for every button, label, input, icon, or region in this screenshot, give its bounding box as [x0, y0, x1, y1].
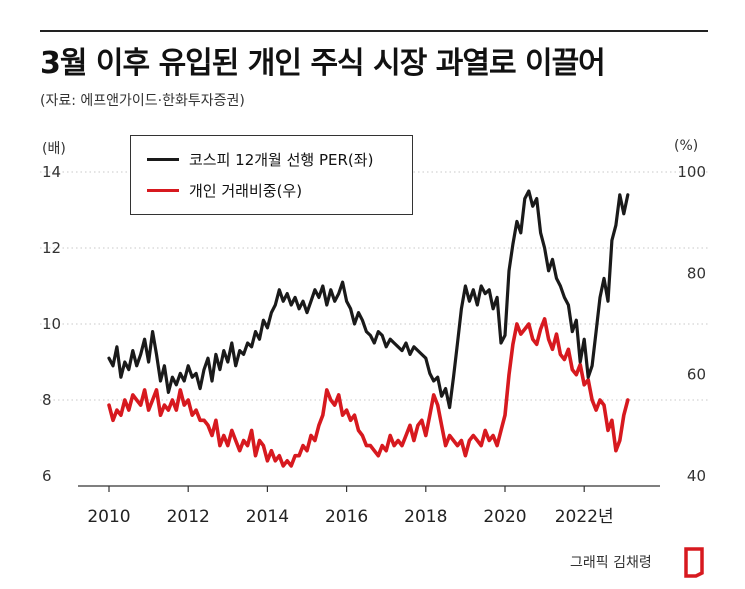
chart-legend: 코스피 12개월 선행 PER(좌) 개인 거래비중(우) [130, 135, 413, 215]
right-tick-label-3: 100 [677, 163, 706, 181]
graphic-credit: 그래픽 김채령 [570, 555, 652, 571]
legend-item-per: 코스피 12개월 선행 PER(좌) [147, 149, 373, 170]
legend-swatch-individual [147, 189, 179, 192]
x-tick-label-2: 2014 [246, 507, 289, 527]
chart-title: 3월 이후 유입된 개인 주식 시장 과열로 이끌어 [40, 46, 606, 81]
x-tick-label-4: 2018 [404, 507, 447, 527]
right-tick-label-1: 60 [687, 366, 706, 384]
x-tick-label-5: 2020 [483, 507, 526, 527]
right-tick-label-0: 40 [687, 467, 706, 485]
x-axis-ticks: 2010 2012 2014 2016 2018 2020 2022년 [87, 486, 614, 527]
left-axis-ticks: 6 8 10 12 14 [42, 163, 61, 485]
right-axis-ticks: 40 60 80 100 [677, 163, 706, 485]
left-tick-label-1: 8 [42, 391, 52, 409]
right-axis-unit: (%) [674, 138, 699, 154]
legend-item-individual: 개인 거래비중(우) [147, 180, 302, 201]
left-tick-label-0: 6 [42, 467, 52, 485]
legend-swatch-per [147, 158, 179, 161]
left-tick-label-4: 14 [42, 163, 61, 181]
legend-label-individual: 개인 거래비중(우) [189, 182, 303, 200]
series-line-per [107, 189, 630, 410]
left-tick-label-2: 10 [42, 315, 61, 333]
series-lines [107, 189, 630, 468]
source-note: (자료: 에프앤가이드·한화투자증권) [40, 93, 245, 109]
left-tick-label-3: 12 [42, 239, 61, 257]
left-axis-unit: (배) [42, 141, 66, 157]
top-rule [40, 30, 708, 32]
right-tick-label-2: 80 [687, 264, 706, 282]
x-tick-label-3: 2016 [325, 507, 368, 527]
series-line-individual [107, 317, 630, 468]
x-tick-label-6: 2022년 [555, 507, 614, 527]
legend-label-per: 코스피 12개월 선행 PER(좌) [189, 151, 374, 169]
brand-logo-icon [684, 547, 704, 578]
x-tick-label-0: 2010 [87, 507, 130, 527]
x-tick-label-1: 2012 [167, 507, 210, 527]
